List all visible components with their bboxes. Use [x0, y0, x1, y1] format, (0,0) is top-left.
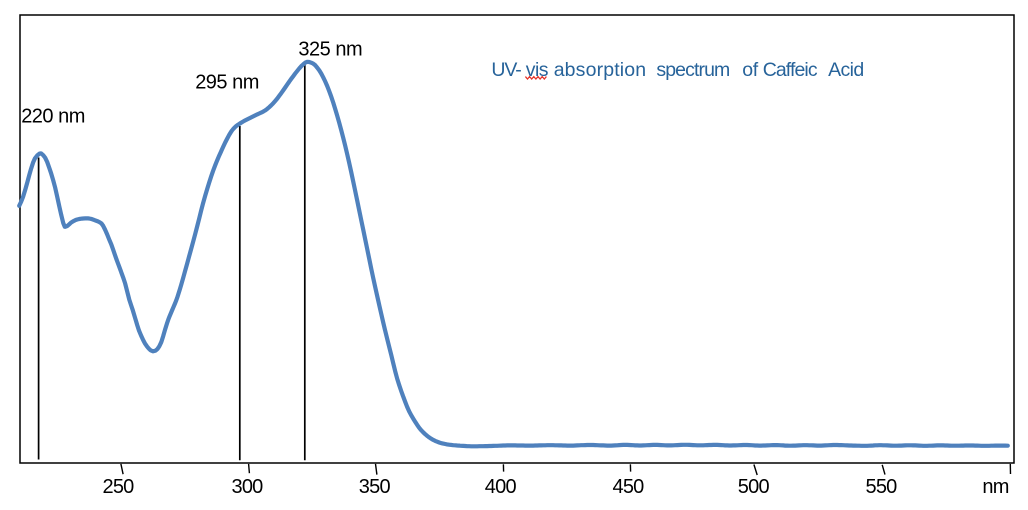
svg-text:500: 500 — [738, 476, 770, 498]
svg-text:of: of — [742, 59, 759, 81]
svg-text:220 nm: 220 nm — [21, 105, 85, 127]
svg-text:spectrum: spectrum — [656, 59, 729, 81]
svg-text:250: 250 — [103, 476, 135, 498]
svg-text:400: 400 — [485, 476, 517, 498]
svg-text:550: 550 — [866, 476, 898, 498]
svg-text:vis: vis — [526, 59, 549, 81]
svg-text:nm: nm — [982, 476, 1008, 498]
svg-text:UV-: UV- — [491, 59, 521, 81]
svg-text:Caffeic: Caffeic — [763, 59, 818, 81]
svg-text:350: 350 — [359, 476, 391, 498]
svg-text:absorption: absorption — [554, 59, 647, 81]
svg-text:295 nm: 295 nm — [195, 71, 259, 93]
svg-text:450: 450 — [613, 476, 645, 498]
svg-text:300: 300 — [232, 476, 264, 498]
svg-text:Acid: Acid — [828, 59, 864, 81]
svg-text:325 nm: 325 nm — [298, 38, 362, 60]
